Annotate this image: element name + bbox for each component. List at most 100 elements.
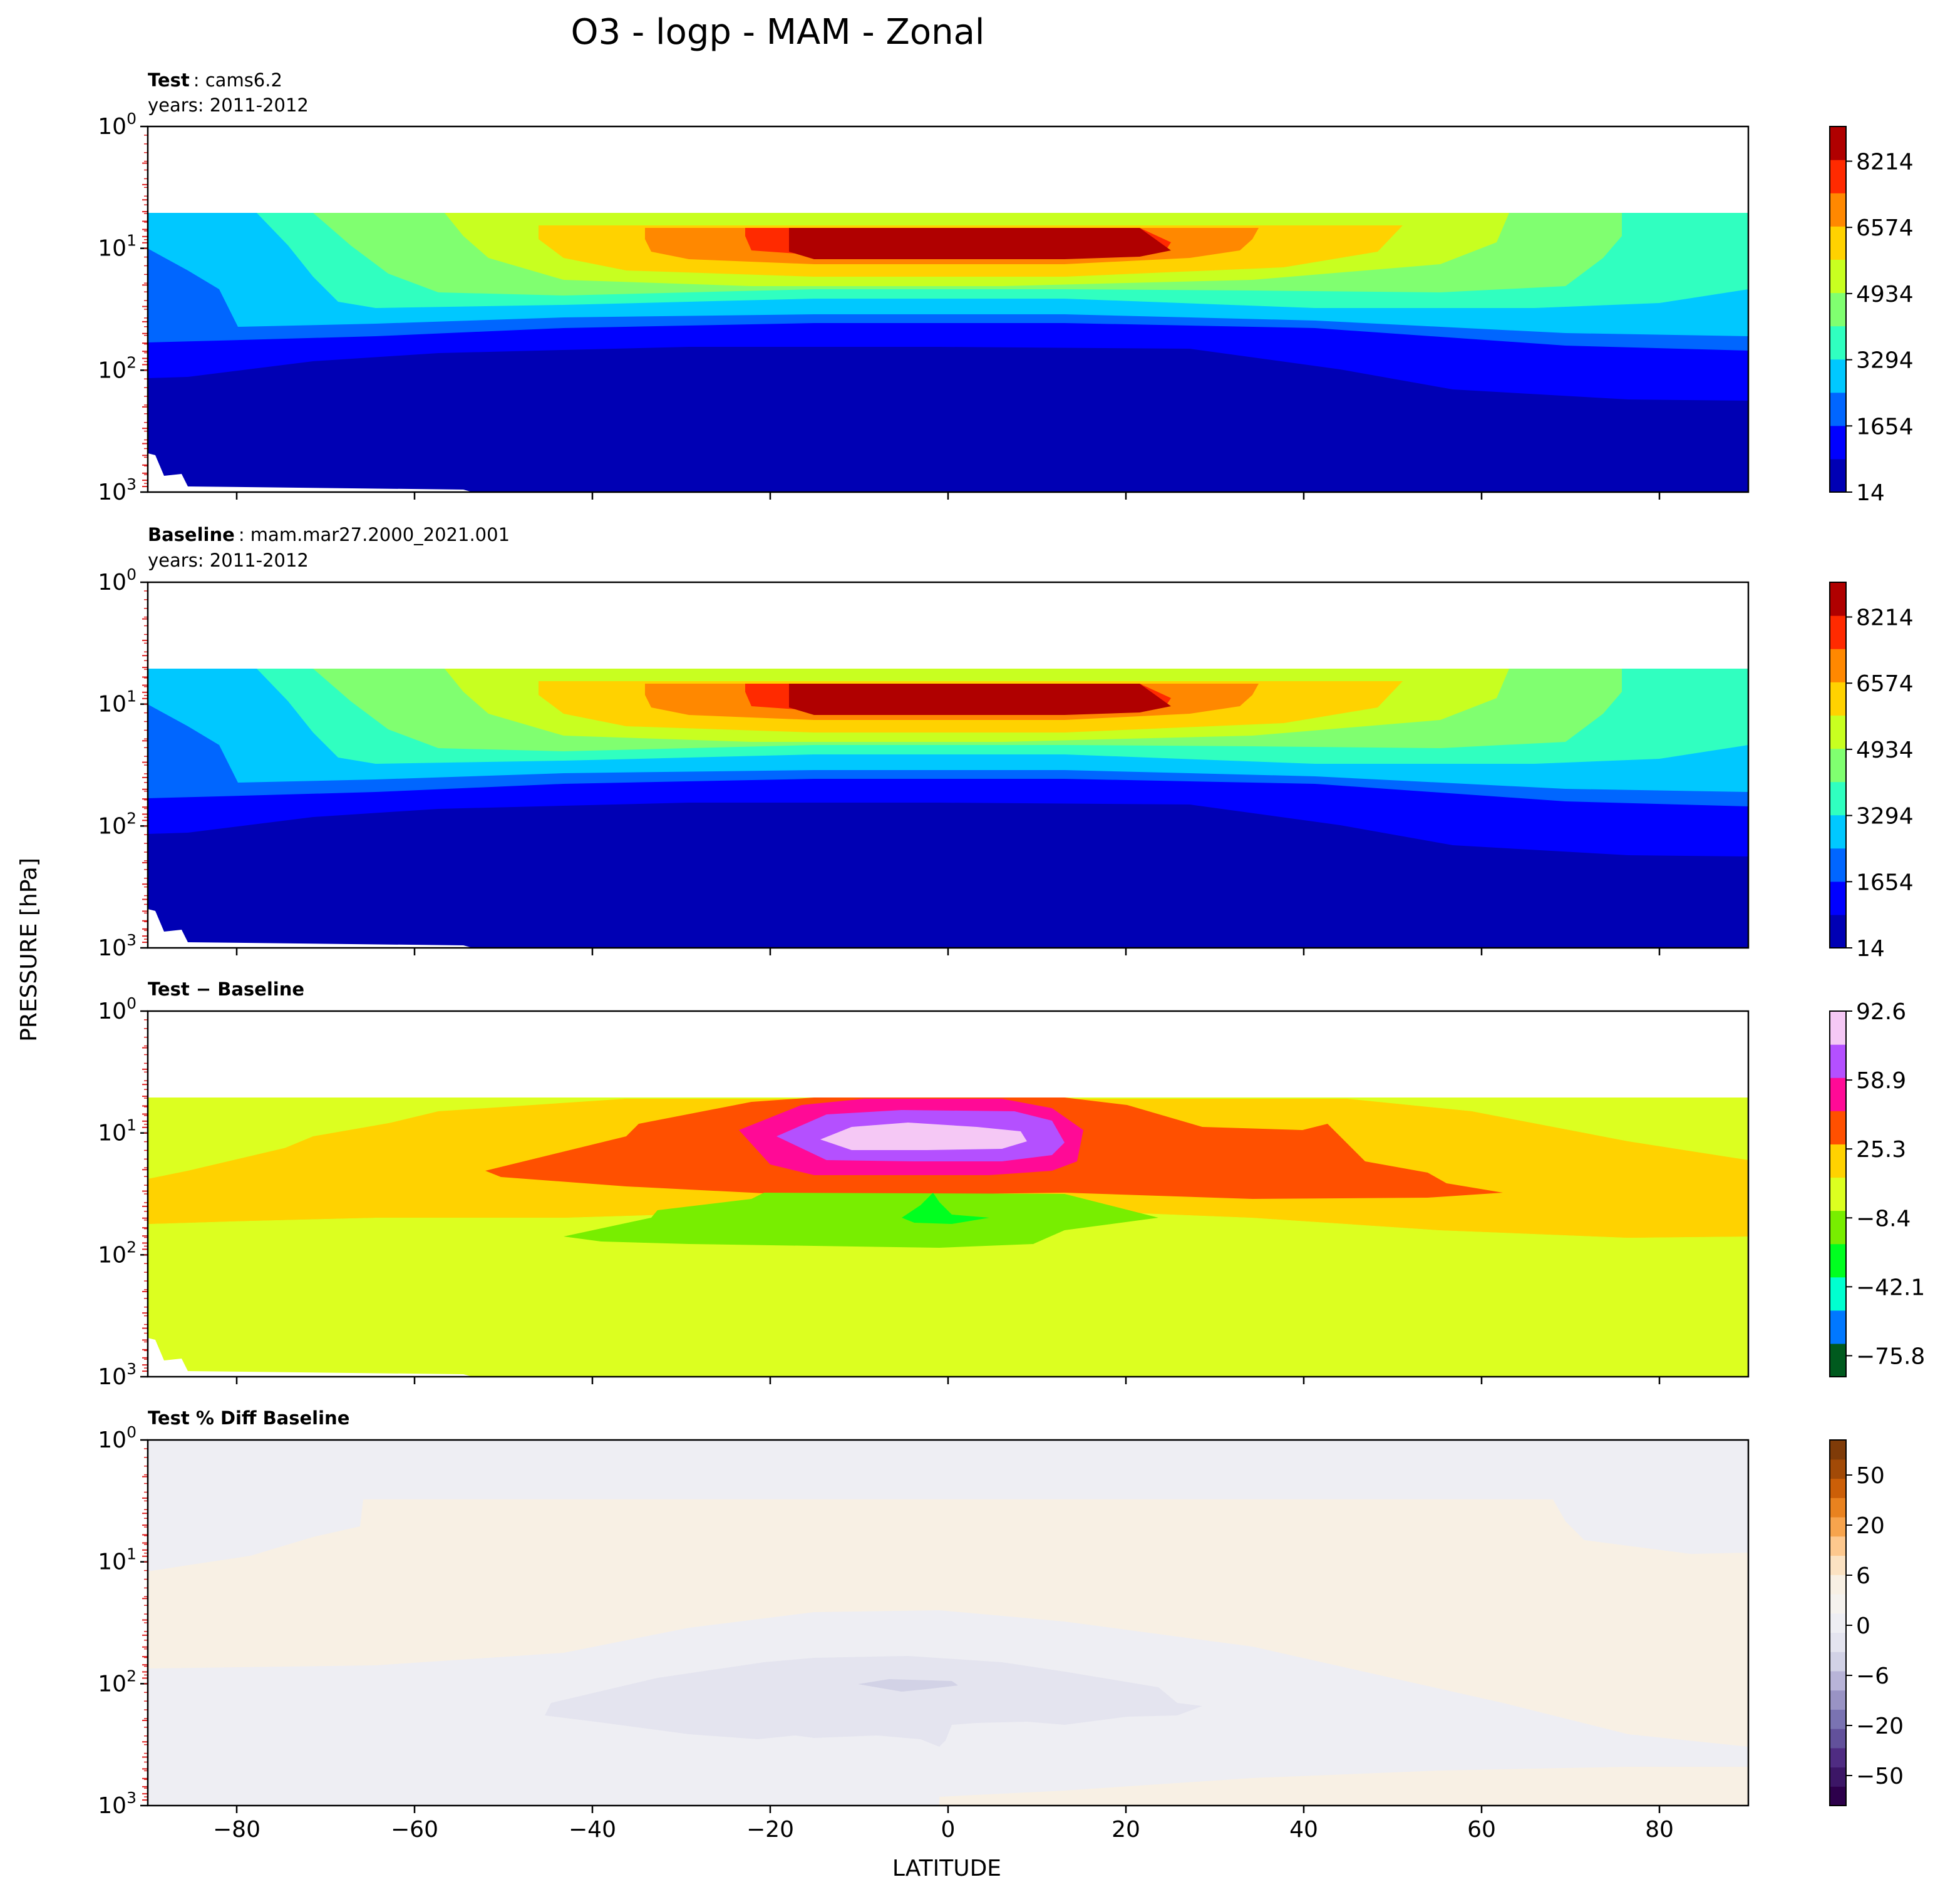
x-tick-label: 0 <box>941 1817 956 1843</box>
panel-pctdiff-xticklabels: −80 −60 −40 −20 0 20 40 60 80 <box>213 1817 1674 1843</box>
colorbar-tick-label: 0 <box>1856 1613 1870 1639</box>
colorbar-tick-label: 58.9 <box>1856 1068 1906 1094</box>
colorbar-tick-label: 50 <box>1856 1463 1885 1489</box>
colorbar-segment <box>1830 1277 1846 1311</box>
x-tick-label: 40 <box>1289 1817 1318 1843</box>
colorbar-segment <box>1830 292 1846 327</box>
panel-test-case: : cams6.2 <box>193 69 282 91</box>
contour-fill <box>939 1767 1748 1806</box>
contour-fill <box>148 1499 1748 1747</box>
contour-fill <box>564 1193 1158 1248</box>
colorbar-frame <box>1829 582 1847 948</box>
panel-baseline-case: : mam.mar27.2000_2021.001 <box>239 524 510 545</box>
colorbar-segment <box>1830 815 1846 849</box>
contour-fill <box>789 228 1171 259</box>
panel-test-red-ticks <box>142 135 148 488</box>
colorbar-segment <box>1830 1613 1846 1633</box>
colorbar-segment <box>1830 259 1846 294</box>
colorbar-segment <box>1830 1077 1846 1111</box>
colorbar-segment <box>1830 1011 1846 1045</box>
colorbar-segment <box>1830 1498 1846 1518</box>
y-tick-label: 103 <box>98 1789 137 1819</box>
colorbar-tick-label: 6 <box>1856 1563 1870 1589</box>
y-tick-label: 102 <box>98 1238 137 1268</box>
panel-diff: Test − Baseline 100 101 102 103 92.6 58.9 25.… <box>98 979 1925 1390</box>
colorbar-segment <box>1830 1111 1846 1144</box>
x-tick-label: −80 <box>213 1817 260 1843</box>
contour-fill <box>148 453 473 492</box>
colorbar-segment <box>1830 1786 1846 1806</box>
contour-fill <box>820 1123 1027 1150</box>
panel-test-years: years: 2011-2012 <box>148 95 309 116</box>
colorbar-segment <box>1830 582 1846 616</box>
colorbar-segment <box>1830 1593 1846 1614</box>
colorbar-tick-label: 92.6 <box>1856 999 1906 1025</box>
colorbar-segment <box>1830 781 1846 816</box>
colorbar-segment <box>1830 1440 1846 1460</box>
colorbar-tick-label: 14 <box>1856 480 1885 506</box>
figure-title: O3 - logp - MAM - Zonal <box>571 12 985 53</box>
y-tick-label: 103 <box>98 931 137 961</box>
y-tick-label: 101 <box>98 1545 137 1575</box>
y-tick-label: 100 <box>98 994 137 1024</box>
y-tick-label: 101 <box>98 687 137 717</box>
x-tick-label: 80 <box>1645 1817 1674 1843</box>
colorbar-segment <box>1830 1310 1846 1344</box>
colorbar-segment <box>1830 126 1846 160</box>
colorbar-segment <box>1830 848 1846 882</box>
colorbar-frame <box>1829 1010 1847 1377</box>
x-tick-label: 60 <box>1467 1817 1496 1843</box>
panel-baseline: Baseline: mam.mar27.2000_2021.001 years:… <box>98 524 1913 962</box>
colorbar-tick-label: 4934 <box>1856 282 1914 307</box>
colorbar-tick-label: 6574 <box>1856 671 1914 697</box>
x-tick-label: −60 <box>391 1817 438 1843</box>
colorbar-segment <box>1830 1177 1846 1211</box>
y-tick-label: 103 <box>98 1360 137 1390</box>
colorbar-segment <box>1830 1575 1846 1595</box>
panel-baseline-contours <box>148 669 1748 948</box>
colorbar-segment <box>1830 1709 1846 1729</box>
panel-diff-frame <box>147 1010 1750 1378</box>
x-axis-label: LATITUDE <box>892 1856 1001 1881</box>
colorbar-segment <box>1830 1690 1846 1710</box>
panel-pctdiff-contours <box>148 1440 1748 1806</box>
panel-baseline-yticklabels: 100 101 102 103 <box>98 565 137 961</box>
panel-test-colorbar: 14 1654 3294 4934 6574 8214 <box>1829 126 1914 506</box>
panel-diff-yticklabels: 100 101 102 103 <box>98 994 137 1390</box>
contour-fill <box>858 1679 958 1692</box>
colorbar-segment <box>1830 1652 1846 1672</box>
panel-pctdiff-yticklabels: 100 101 102 103 <box>98 1423 137 1819</box>
panel-baseline-frame <box>147 581 1750 949</box>
colorbar-segment <box>1830 458 1846 493</box>
colorbar-tick-label: −42.1 <box>1856 1275 1925 1300</box>
colorbar-segment <box>1830 1555 1846 1575</box>
colorbar-segment <box>1830 1747 1846 1768</box>
colorbar-segment <box>1830 1478 1846 1498</box>
colorbar-tick-label: 8214 <box>1856 605 1914 630</box>
panel-diff-contours <box>148 1098 1748 1377</box>
panel-diff-label: Test − Baseline <box>148 979 304 1000</box>
colorbar-segment <box>1830 682 1846 716</box>
panel-diff-colorbar: 92.6 58.9 25.3 −8.4 −42.1 −75.8 <box>1829 999 1925 1377</box>
y-axis-label: PRESSURE [hPa] <box>16 858 42 1042</box>
panel-test-tickmarks <box>140 125 1661 500</box>
colorbar-tick-label: 25.3 <box>1856 1137 1906 1163</box>
colorbar-segment <box>1830 1144 1846 1178</box>
colorbar-segment <box>1830 359 1846 393</box>
contour-fill <box>789 684 1171 715</box>
y-tick-label: 102 <box>98 1667 137 1697</box>
colorbar-tick-label: 8214 <box>1856 149 1914 175</box>
panel-baseline-label: Baseline <box>148 524 235 545</box>
colorbar-segment <box>1830 748 1846 783</box>
colorbar-tick-label: −6 <box>1856 1663 1889 1689</box>
contour-fill <box>902 1193 989 1224</box>
x-tick-label: −40 <box>569 1817 616 1843</box>
colorbar-segment <box>1830 1459 1846 1479</box>
colorbar-segment <box>1830 881 1846 915</box>
y-tick-label: 103 <box>98 475 137 505</box>
svg-text:Test: cams6.2: Test: cams6.2 <box>148 69 282 91</box>
y-tick-label: 101 <box>98 232 137 262</box>
